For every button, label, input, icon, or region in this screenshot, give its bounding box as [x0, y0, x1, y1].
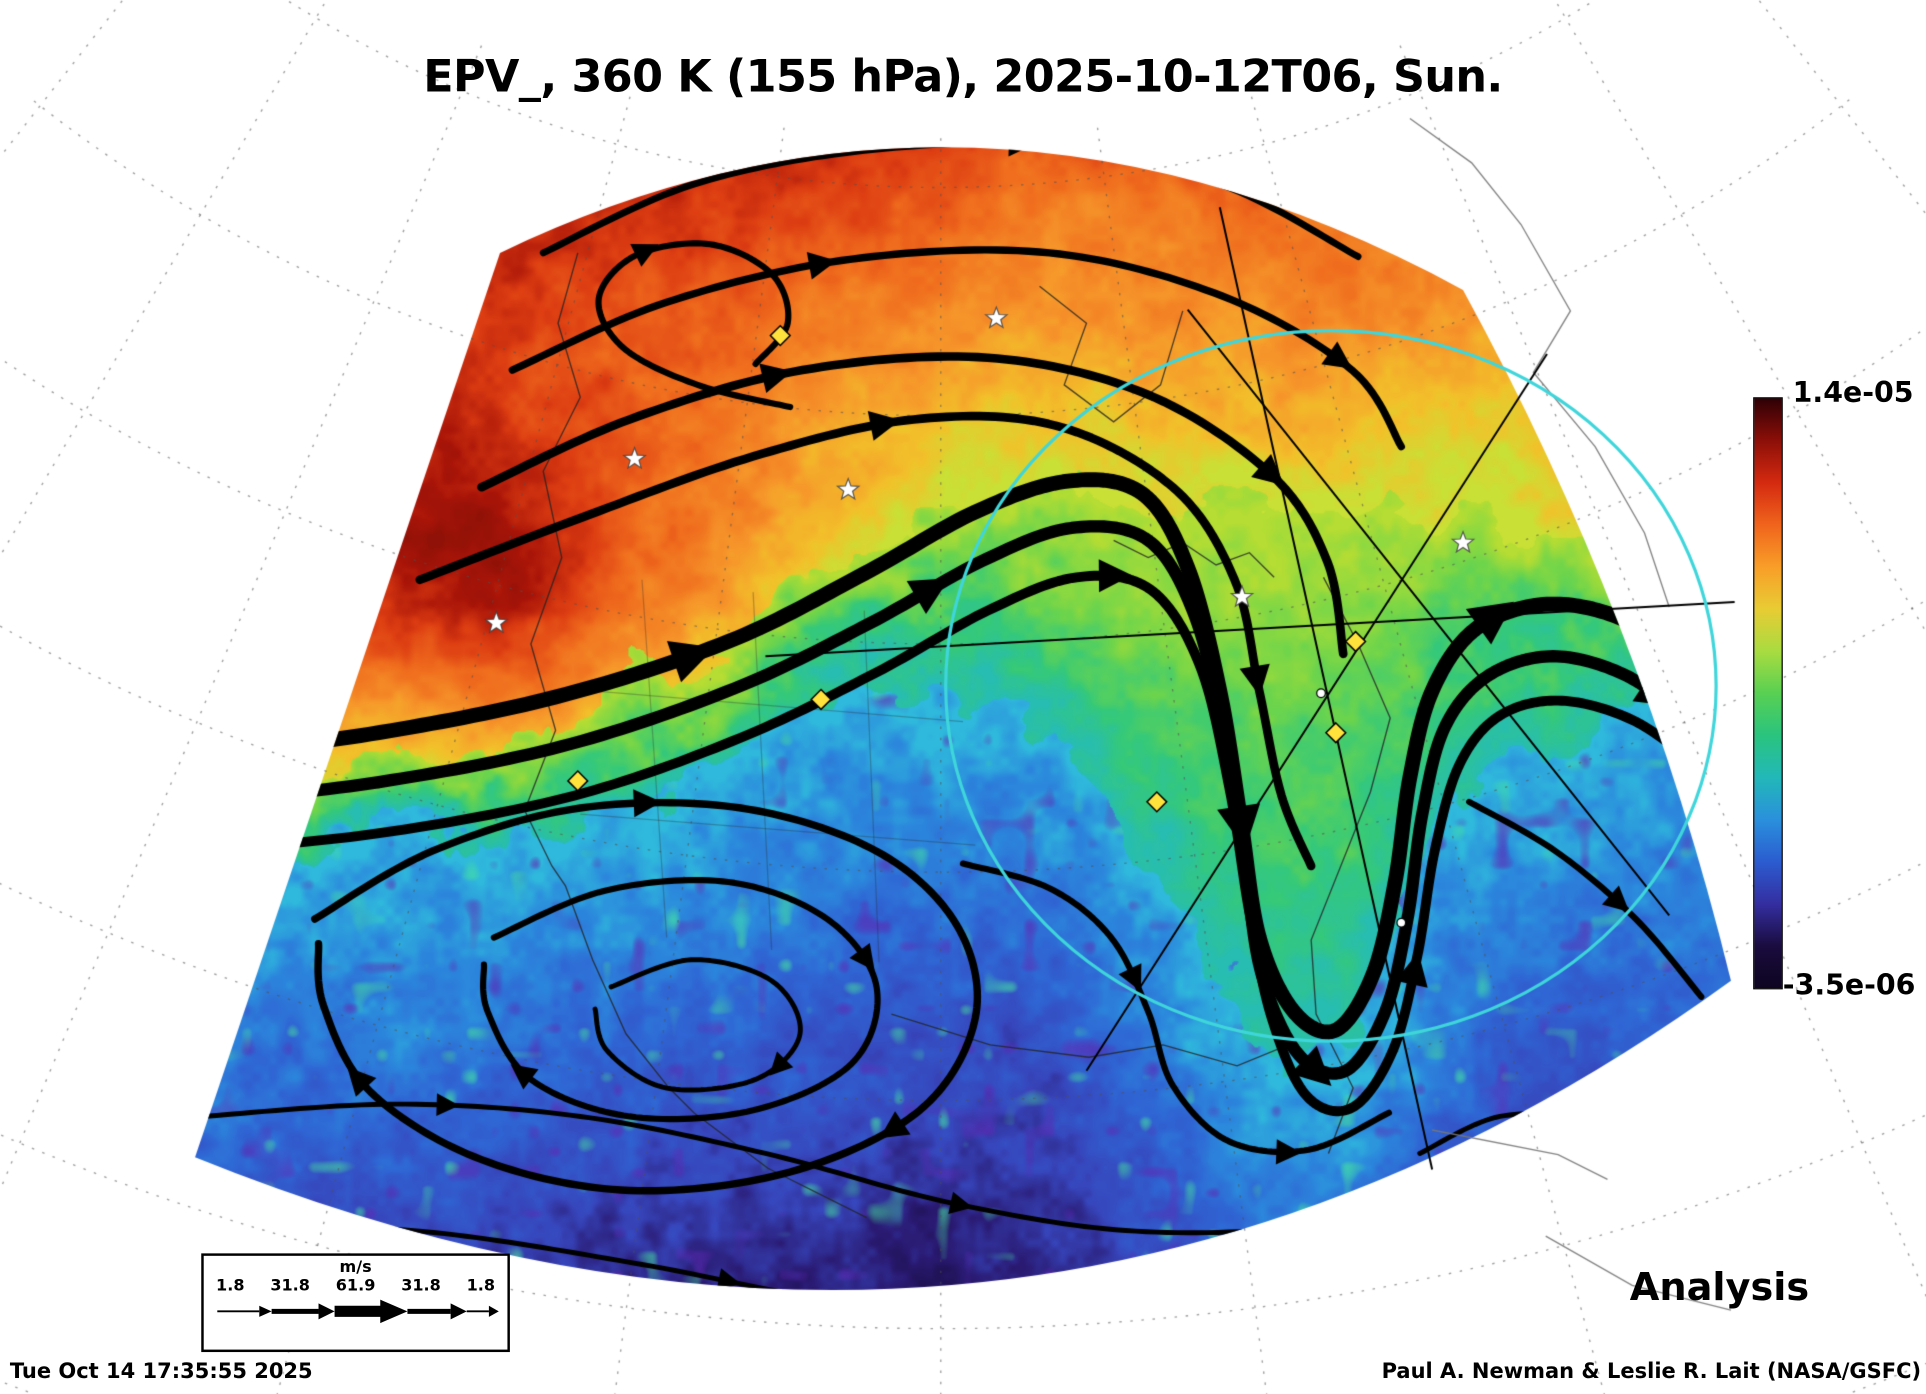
wind-arrow-scale-icon	[217, 1299, 499, 1324]
generated-timestamp: Tue Oct 14 17:35:55 2025	[9, 1359, 313, 1385]
wind-speed-value: 61.9	[335, 1276, 376, 1296]
wind-speed-value: 1.8	[216, 1276, 245, 1296]
colorbar-min-label: -3.5e-06	[1782, 969, 1916, 1002]
wind-legend: m/s 1.8 31.8 61.9 31.8 1.8	[201, 1253, 510, 1353]
credit-line: Paul A. Newman & Leslie R. Lait (NASA/GS…	[1381, 1359, 1922, 1385]
wind-legend-values: 1.8 31.8 61.9 31.8 1.8	[204, 1277, 508, 1296]
wind-speed-value: 1.8	[466, 1276, 496, 1296]
colorbar	[1753, 397, 1783, 990]
wind-legend-unit: m/s	[339, 1258, 372, 1277]
wind-speed-value: 31.8	[401, 1276, 441, 1296]
plot-title: EPV_, 360 K (155 hPa), 2025-10-12T06, Su…	[423, 51, 1503, 103]
analysis-label: Analysis	[1629, 1265, 1810, 1311]
wind-speed-value: 31.8	[270, 1276, 310, 1296]
colorbar-max-label: 1.4e-05	[1792, 377, 1914, 410]
